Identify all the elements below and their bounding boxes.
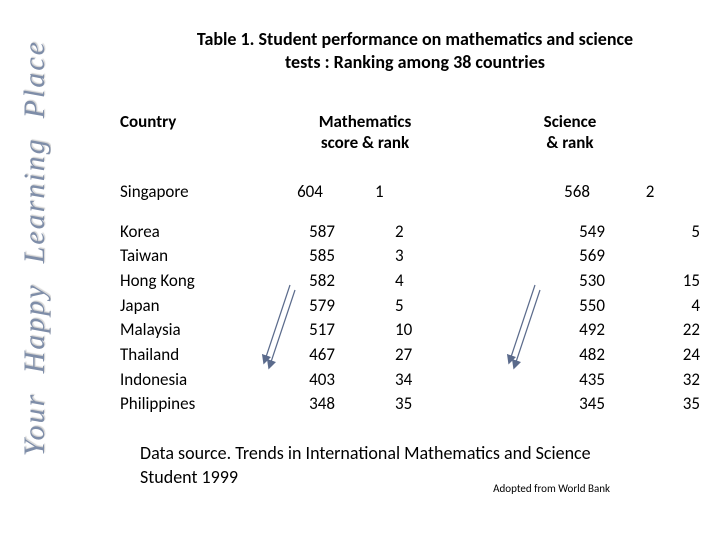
adopted-note: Adopted from World Bank: [493, 482, 610, 495]
score-cell: 550: [470, 294, 605, 319]
country-cell: Philippines: [120, 392, 260, 417]
rank-cell: 22: [620, 318, 700, 343]
score-cell: 492: [470, 318, 605, 343]
score-cell: 348: [260, 392, 335, 417]
score-cell: 403: [260, 368, 335, 393]
rank-cell: 35: [620, 392, 700, 417]
rank-cell: 3: [395, 244, 470, 269]
top-sci-rank: 2: [620, 181, 680, 202]
header-math: Mathematics score & rank: [260, 111, 470, 153]
score-cell: 530: [470, 269, 605, 294]
score-cell: 569: [470, 244, 605, 269]
data-source: Data source. Trends in International Mat…: [90, 441, 710, 490]
header-country: Country: [90, 111, 260, 153]
data-block: Korea Taiwan Hong Kong Japan Malaysia Th…: [90, 220, 710, 417]
rank-cell: 24: [620, 343, 700, 368]
sidebar-word: Learning: [18, 138, 52, 264]
score-cell: 549: [470, 220, 605, 245]
country-cell: Indonesia: [120, 368, 260, 393]
table-header-row: Country Mathematics score & rank Science…: [90, 111, 710, 153]
rank-cell: 5: [395, 294, 470, 319]
sidebar-word: Happy: [18, 283, 52, 373]
score-cell: 467: [260, 343, 335, 368]
top-math-rank: 1: [360, 181, 470, 202]
rank-cell: 5: [620, 220, 700, 245]
rank-cell: 35: [395, 392, 470, 417]
sci-score-column: 549 569 530 550 492 482 435 345: [470, 220, 620, 417]
score-cell: 585: [260, 244, 335, 269]
header-sci-l2: & rank: [546, 132, 593, 153]
score-cell: 482: [470, 343, 605, 368]
title-line1: Table 1. Student performance on mathemat…: [197, 28, 633, 50]
main-content: Table 1. Student performance on mathemat…: [90, 28, 710, 490]
top-row: Singapore 604 1 568 2: [90, 181, 710, 202]
rank-cell: [620, 244, 700, 269]
rank-cell: 10: [395, 318, 470, 343]
sidebar-word: Place: [18, 40, 52, 118]
top-math-score: 604: [260, 181, 360, 202]
country-cell: Hong Kong: [120, 269, 260, 294]
country-cell: Taiwan: [120, 244, 260, 269]
top-sci-score: 568: [470, 181, 620, 202]
vertical-sidebar-title: Your Happy Learning Place: [18, 30, 52, 456]
header-math-l2: score & rank: [321, 132, 409, 153]
rank-cell: 27: [395, 343, 470, 368]
country-cell: Thailand: [120, 343, 260, 368]
score-cell: 345: [470, 392, 605, 417]
country-column: Korea Taiwan Hong Kong Japan Malaysia Th…: [90, 220, 260, 417]
source-line2: Student 1999: [140, 466, 238, 488]
score-cell: 517: [260, 318, 335, 343]
country-cell: Korea: [120, 220, 260, 245]
math-rank-column: 2 3 4 5 10 27 34 35: [360, 220, 470, 417]
rank-cell: 4: [620, 294, 700, 319]
country-cell: Malaysia: [120, 318, 260, 343]
score-cell: 582: [260, 269, 335, 294]
rank-cell: 32: [620, 368, 700, 393]
rank-cell: 4: [395, 269, 470, 294]
rank-cell: 34: [395, 368, 470, 393]
country-cell: Japan: [120, 294, 260, 319]
header-science: Science & rank: [470, 111, 640, 153]
table-title: Table 1. Student performance on mathemat…: [90, 28, 710, 75]
source-line1: Data source. Trends in International Mat…: [140, 442, 591, 464]
score-cell: 435: [470, 368, 605, 393]
title-line2: tests : Ranking among 38 countries: [285, 51, 545, 73]
header-math-l1: Mathematics: [319, 111, 412, 132]
rank-cell: 2: [395, 220, 470, 245]
top-country: Singapore: [90, 181, 260, 202]
score-cell: 587: [260, 220, 335, 245]
sidebar-word: Your: [18, 393, 52, 457]
sci-rank-column: 5 15 4 22 24 32 35: [620, 220, 710, 417]
math-score-column: 587 585 582 579 517 467 403 348: [260, 220, 360, 417]
rank-cell: 15: [620, 269, 700, 294]
header-sci-l1: Science: [544, 111, 597, 132]
score-cell: 579: [260, 294, 335, 319]
